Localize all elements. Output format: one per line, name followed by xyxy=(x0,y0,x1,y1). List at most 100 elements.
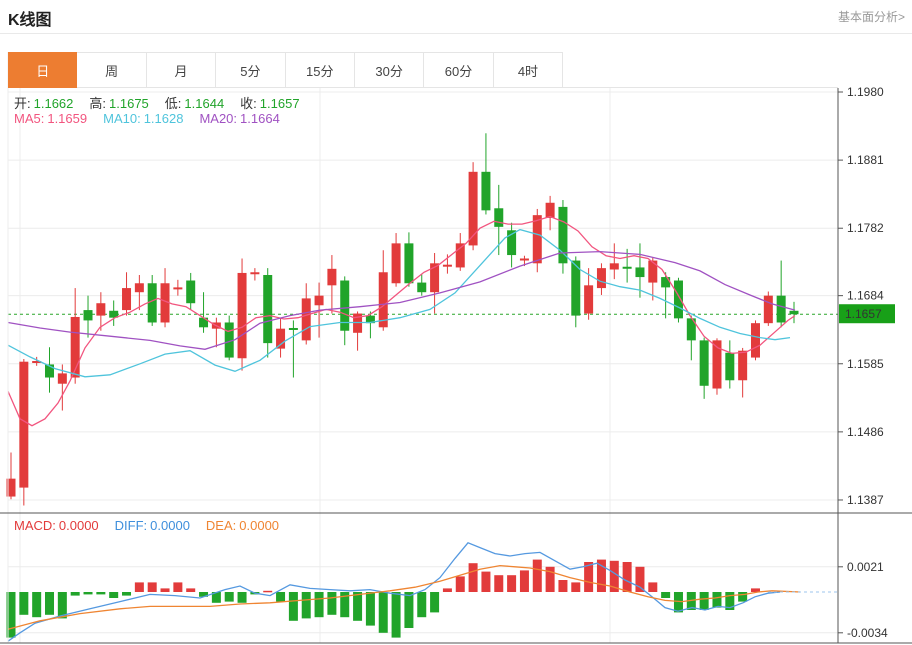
macd-bar xyxy=(519,570,529,592)
macd-bar xyxy=(224,592,234,602)
y-axis-label: 1.1585 xyxy=(847,357,884,371)
candle-body xyxy=(314,295,324,306)
candle-body xyxy=(519,258,529,261)
macd-bar xyxy=(70,592,80,596)
macd-bar xyxy=(96,592,106,595)
macd-bar xyxy=(340,592,350,618)
macd-bar xyxy=(263,590,273,593)
y-axis-label: 1.1881 xyxy=(847,153,884,167)
macd-bar xyxy=(635,566,645,592)
macd-bar xyxy=(57,592,67,619)
macd-bar xyxy=(404,592,414,628)
y-axis-label: 1.1782 xyxy=(847,221,884,235)
candle-body xyxy=(455,243,465,268)
info-ma-ma10: MA10: 1.1628 xyxy=(103,111,184,126)
macd-bar xyxy=(648,582,658,592)
tab-month[interactable]: 月 xyxy=(146,52,217,88)
candle-body xyxy=(327,268,337,286)
macd-bar xyxy=(327,592,337,615)
candle-body xyxy=(417,282,427,293)
tab-m30[interactable]: 30分 xyxy=(354,52,425,88)
ma-line-ma20 xyxy=(7,250,796,350)
macd-bar xyxy=(558,580,568,592)
y-axis-label: 1.1486 xyxy=(847,425,884,439)
macd-bar xyxy=(186,588,196,592)
ohlc-info-row: 开: 1.1662 高: 1.1675 低: 1.1644 收: 1.1657 xyxy=(14,93,316,112)
candle-body xyxy=(301,298,311,341)
info-macd-dea: DEA: 0.0000 xyxy=(205,518,280,533)
page-title: K线图 xyxy=(8,12,52,29)
macd-bar xyxy=(468,563,478,592)
diff-line xyxy=(7,542,781,642)
candle-body xyxy=(186,280,196,304)
candle-body xyxy=(558,206,568,264)
candle-body xyxy=(789,310,799,315)
tab-m5[interactable]: 5分 xyxy=(216,52,286,88)
candle-body xyxy=(571,260,581,316)
candle-body xyxy=(6,478,16,497)
info-macd-diff: DIFF: 0.0000 xyxy=(114,518,190,533)
candle-body xyxy=(199,317,209,328)
candle-body xyxy=(481,171,491,211)
candle-body xyxy=(494,208,504,227)
macd-bar xyxy=(712,592,722,608)
macd-bar xyxy=(584,562,594,592)
macd-info-row: MACD: 0.0000 DIFF: 0.0000 DEA: 0.0000 xyxy=(14,518,295,533)
ma-line-ma10 xyxy=(7,228,791,378)
candle-body xyxy=(70,316,80,378)
macd-bar xyxy=(6,592,16,638)
candle-body xyxy=(635,267,645,278)
macd-bar xyxy=(699,592,709,610)
macd-bar xyxy=(417,592,427,618)
macd-bar xyxy=(276,592,286,602)
candle-body xyxy=(712,340,722,389)
candle-body xyxy=(19,361,29,488)
macd-bar xyxy=(199,592,209,597)
candle-body xyxy=(391,243,401,284)
dea-line xyxy=(7,564,801,630)
macd-bar xyxy=(134,582,144,592)
info-ma-ma20: MA20: 1.1664 xyxy=(199,111,280,126)
info-ohlc-low: 低: 1.1644 xyxy=(164,96,225,111)
ma-line-ma5 xyxy=(7,215,796,427)
tab-m15[interactable]: 15分 xyxy=(285,52,355,88)
candle-body xyxy=(340,280,350,331)
tab-week[interactable]: 周 xyxy=(77,52,147,88)
macd-bar xyxy=(109,592,119,598)
tab-day[interactable]: 日 xyxy=(8,52,78,88)
y-axis-label: -0.0034 xyxy=(847,626,888,640)
macd-bar xyxy=(288,592,298,621)
macd-bar xyxy=(365,592,375,626)
y-axis-label: 1.1980 xyxy=(847,85,884,99)
macd-bar xyxy=(494,575,504,592)
macd-bar xyxy=(750,588,760,592)
candle-body xyxy=(160,283,170,323)
macd-bar xyxy=(507,575,517,592)
candle-body xyxy=(353,313,363,333)
candle-body xyxy=(596,268,606,289)
candle-body xyxy=(224,322,234,358)
candle-body xyxy=(622,266,632,269)
current-price-badge xyxy=(839,304,895,324)
candle-body xyxy=(122,288,132,311)
candle-body xyxy=(545,202,555,218)
candle-body xyxy=(430,263,440,293)
fundamental-analysis-link[interactable]: 基本面分析> xyxy=(837,10,905,24)
candle-body xyxy=(276,328,286,349)
tab-m60[interactable]: 60分 xyxy=(424,52,494,88)
candle-body xyxy=(776,295,786,323)
tab-h4[interactable]: 4时 xyxy=(493,52,564,88)
macd-bar xyxy=(378,592,388,633)
candle-body xyxy=(32,361,42,364)
info-ohlc-close: 收: 1.1657 xyxy=(240,96,300,111)
candle-body xyxy=(442,264,452,267)
info-ohlc-open: 开: 1.1662 xyxy=(14,96,74,111)
info-ma-ma5: MA5: 1.1659 xyxy=(14,111,88,126)
candle-body xyxy=(147,283,157,323)
info-ohlc-high: 高: 1.1675 xyxy=(89,96,149,111)
candle-body xyxy=(378,272,388,328)
macd-bar xyxy=(122,592,132,596)
candle-body xyxy=(725,352,735,381)
macd-bar xyxy=(314,592,324,618)
